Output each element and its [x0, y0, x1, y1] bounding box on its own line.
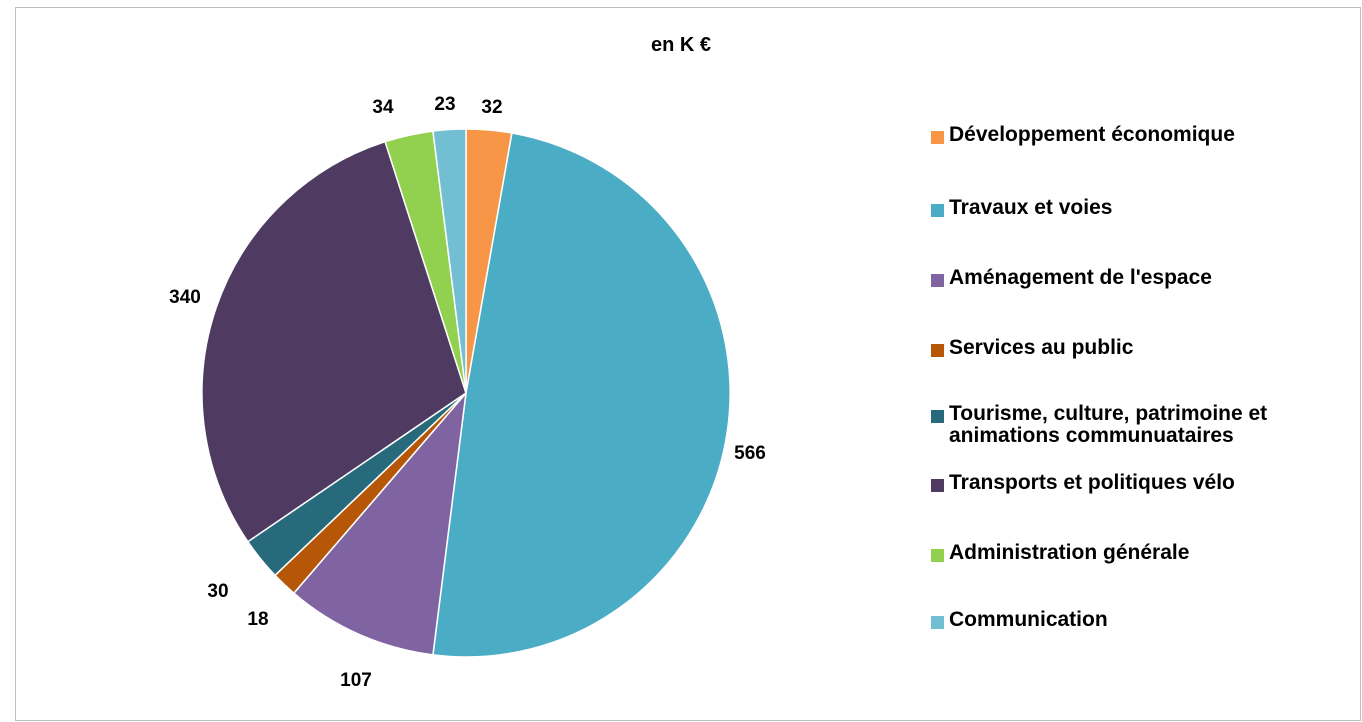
legend-label: Communication: [949, 608, 1108, 631]
pie-slice-2: [292, 390, 468, 656]
data-label-1: 566: [734, 443, 766, 464]
data-label-6: 34: [372, 97, 394, 118]
data-label-0: 32: [481, 97, 502, 118]
legend-item-amenagement-de-l-espace: Aménagement de l'espace: [931, 267, 1319, 289]
legend-label: Administration générale: [949, 541, 1190, 564]
legend-swatch: [931, 131, 944, 144]
legend-label: Tourisme, culture, patrimoine et animati…: [949, 402, 1268, 447]
legend-label: Transports et politiques vélo: [949, 471, 1235, 494]
legend-label: Développement économique: [949, 123, 1235, 146]
pie-data-labels: 32 566 107 18 30 340 34 23: [169, 94, 766, 691]
legend-item-services-au-public: Services au public: [931, 337, 1319, 359]
data-label-4: 30: [207, 581, 228, 602]
legend-swatch: [931, 410, 944, 423]
legend-swatch: [931, 344, 944, 357]
legend-item-communication: Communication: [931, 609, 1319, 631]
data-label-5: 340: [169, 287, 201, 308]
legend-label: Aménagement de l'espace: [949, 266, 1212, 289]
data-label-7: 23: [434, 94, 455, 115]
legend-item-transports-et-politiques-velo: Transports et politiques vélo: [931, 472, 1319, 494]
pie-slice-1: [432, 132, 731, 658]
data-label-3: 18: [247, 609, 268, 630]
legend-swatch: [931, 549, 944, 562]
legend-label: Services au public: [949, 336, 1134, 359]
legend-swatch: [931, 204, 944, 217]
legend-swatch: [931, 274, 944, 287]
legend-swatch: [931, 479, 944, 492]
chart-title: en K €: [650, 34, 712, 56]
pie-slices: [201, 128, 731, 658]
pie-chart: 32 566 107 18 30 340 34 23: [169, 94, 766, 691]
pie-slice-5: [201, 140, 467, 543]
legend-item-developpement-economique: Développement économique: [931, 124, 1319, 146]
data-label-2: 107: [340, 670, 372, 691]
legend-item-travaux-et-voies: Travaux et voies: [931, 197, 1319, 219]
legend-item-administration-generale: Administration générale: [931, 542, 1319, 564]
legend-label: Travaux et voies: [949, 196, 1113, 219]
legend-item-tourisme-culture: Tourisme, culture, patrimoine et animati…: [931, 403, 1319, 447]
legend-swatch: [931, 616, 944, 629]
pie-slice-7: [432, 128, 467, 394]
